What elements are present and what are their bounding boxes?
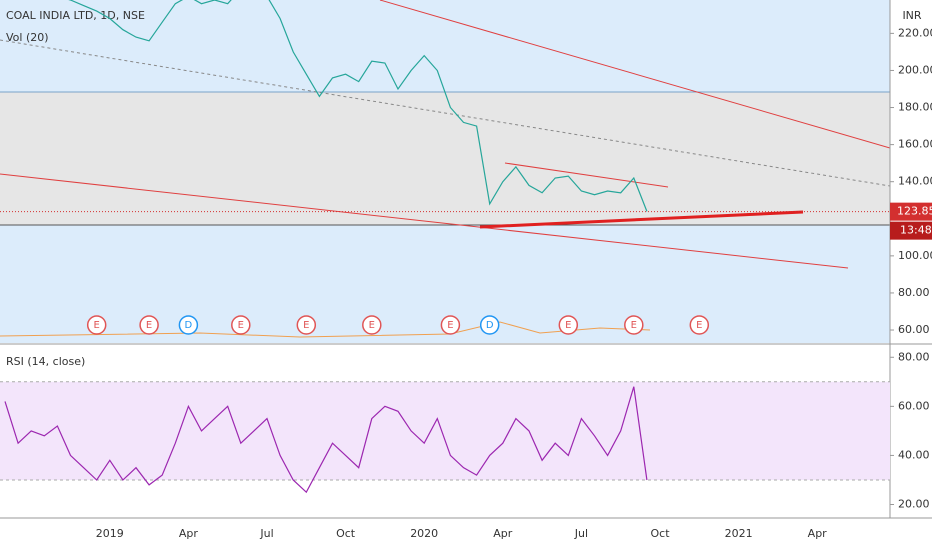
- event-label: E: [631, 320, 637, 331]
- x-tick-label: Jul: [574, 527, 588, 540]
- y-tick-label: 160.00: [898, 138, 932, 151]
- x-tick-label: 2019: [96, 527, 124, 540]
- x-tick-label: 2021: [725, 527, 753, 540]
- trend-line: [379, 0, 890, 149]
- event-marker: [231, 315, 251, 335]
- event-marker: [558, 315, 579, 335]
- event-label: D: [486, 320, 494, 331]
- event-label: E: [94, 320, 100, 331]
- y-tick-label: 180.00: [898, 101, 932, 114]
- event-marker: [296, 315, 317, 335]
- y-tick-label: 100.00: [898, 249, 932, 262]
- event-marker: [362, 315, 382, 335]
- rsi-title: RSI (14, close): [6, 355, 85, 368]
- y-tick-label: 60.00: [898, 323, 930, 336]
- event-label: D: [185, 320, 193, 331]
- volume-ma: [0, 321, 651, 338]
- x-tick-label: Oct: [336, 527, 356, 540]
- x-tick-label: Jul: [259, 527, 273, 540]
- y-tick-label: 80.00: [898, 286, 930, 299]
- x-tick-label: Oct: [650, 527, 670, 540]
- y-tick-label: 80.00: [898, 350, 930, 363]
- trend-line: [0, 173, 849, 269]
- y-tick-label: 60.00: [898, 399, 930, 412]
- event-label: E: [369, 320, 375, 331]
- rsi-band: [0, 381, 890, 480]
- series-line: [68, 0, 648, 212]
- zone-upper: [0, 0, 890, 92]
- countdown-label: 13:48: [900, 224, 932, 237]
- countdown-tag: [890, 221, 932, 240]
- event-label: E: [146, 320, 152, 331]
- last-price-tag: [890, 202, 932, 221]
- drawings: [0, 0, 890, 338]
- y-tick-label: 220.00: [898, 26, 932, 39]
- event-label: E: [238, 320, 244, 331]
- volume-label: Vol (20): [6, 31, 49, 44]
- x-tick-label: 2020: [410, 527, 438, 540]
- event-marker: [139, 315, 159, 335]
- event-label: E: [696, 320, 702, 331]
- series-clip: [4, 386, 648, 494]
- event-label: E: [565, 320, 571, 331]
- event-marker: [178, 315, 199, 335]
- series-line: [4, 386, 648, 494]
- event-marker: [689, 315, 710, 335]
- trend-line: [0, 39, 890, 187]
- x-tick-label: Apr: [808, 527, 828, 540]
- currency-label: INR: [902, 9, 921, 22]
- event-marker: [86, 315, 107, 335]
- y-tick-label: 200.00: [898, 63, 932, 76]
- y-tick-label: 140.00: [898, 175, 932, 188]
- trend-line: [479, 210, 804, 229]
- event-marker: [479, 315, 500, 335]
- x-tick-label: Apr: [493, 527, 513, 540]
- event-marker: [440, 315, 461, 335]
- x-tick-label: Apr: [179, 527, 199, 540]
- event-label: E: [447, 320, 453, 331]
- y-tick-label: 20.00: [898, 498, 930, 511]
- chart-title: COAL INDIA LTD, 1D, NSE: [6, 9, 145, 22]
- zone-middle: [0, 92, 890, 225]
- event-label: E: [303, 320, 309, 331]
- series-clip: [68, 0, 648, 212]
- y-tick-label: 40.00: [898, 448, 930, 461]
- last-price-label: 123.85: [897, 205, 932, 218]
- event-marker: [624, 315, 644, 335]
- trend-line: [504, 162, 669, 188]
